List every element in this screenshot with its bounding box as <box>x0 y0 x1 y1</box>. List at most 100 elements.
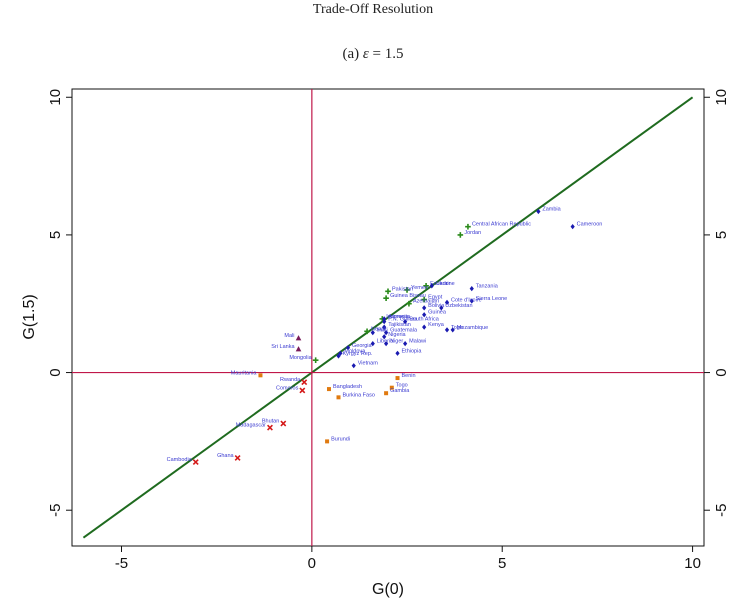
triangle-marker <box>295 346 302 352</box>
diamond-marker <box>382 316 387 322</box>
diamond-marker <box>383 341 389 347</box>
diamond-marker <box>422 312 427 318</box>
plus-marker <box>406 300 412 307</box>
point-label: Guatemala <box>390 328 418 334</box>
plus-marker <box>465 223 471 230</box>
triangle-marker <box>295 335 302 341</box>
diamond-marker <box>370 330 375 336</box>
point-label: Rwanda <box>280 377 301 383</box>
square-marker <box>325 439 330 444</box>
point-label: Cote d'Ivoire <box>451 297 482 303</box>
diamond-marker <box>570 224 575 230</box>
data-point: Mauritania <box>231 370 263 378</box>
data-point: Ecuador <box>423 281 451 289</box>
data-point: Togo <box>444 325 463 333</box>
y-tick-label-left: 10 <box>47 89 64 106</box>
data-point: Zambia <box>536 207 562 215</box>
diagonal-line <box>82 96 694 539</box>
cross-marker <box>280 420 287 427</box>
data-points: Zambia Cameroon Central African Republic Jo… <box>167 207 602 465</box>
data-point: Vietnam <box>351 361 378 369</box>
data-point: Ghana <box>217 453 241 461</box>
plus-marker <box>383 295 389 302</box>
data-point: Nigeria <box>382 332 407 340</box>
data-point: Kyrgyz Rep. <box>336 351 373 359</box>
data-point: Azerbaijan <box>406 299 439 307</box>
y-tick-label-right: 5 <box>713 231 730 239</box>
point-label: Sri Lanka <box>271 344 295 350</box>
data-point: Sierra Leone <box>469 296 508 304</box>
diamond-marker <box>351 363 356 369</box>
plus-marker <box>312 357 319 363</box>
data-point: Cambodia <box>167 457 199 465</box>
subtitle-suffix: = 1.5 <box>368 46 404 62</box>
data-point: Pakistan <box>385 286 413 295</box>
diamond-marker <box>469 285 474 292</box>
data-point: Armenia <box>382 314 410 322</box>
cross-marker <box>301 379 308 386</box>
data-point: Comoros <box>276 385 306 394</box>
subtitle-prefix: (a) <box>342 46 363 62</box>
point-label: Zambia <box>542 207 561 213</box>
plus-marker <box>385 288 391 295</box>
data-point: Rwanda <box>280 377 308 386</box>
diamond-marker <box>422 324 427 330</box>
data-point: Cote d'Ivoire <box>444 297 482 305</box>
data-point: Burundi <box>325 436 350 444</box>
point-label: Kyrgyz Rep. <box>343 351 373 357</box>
data-point: Guatemala <box>383 328 418 336</box>
point-label: Bhutan <box>262 418 279 424</box>
chart-subtitle: (a) ε = 1.5 <box>0 46 746 63</box>
diamond-marker <box>444 327 450 333</box>
y-tick-label-left: -5 <box>47 504 64 517</box>
data-point: Gambia <box>384 388 410 396</box>
square-marker <box>389 385 394 390</box>
diamond-marker <box>450 327 455 333</box>
data-point: Burkina Faso <box>336 392 375 400</box>
point-label: Burundi <box>331 436 350 442</box>
plus-marker <box>457 232 464 238</box>
diamond-marker <box>469 298 474 304</box>
point-label: Togo <box>451 325 463 331</box>
cross-marker <box>267 424 273 431</box>
square-marker <box>384 391 389 396</box>
data-point: Jordan <box>457 230 481 238</box>
data-point: Guinea <box>422 310 447 318</box>
point-label: P.N. Guinea <box>388 317 418 323</box>
y-tick-label-right: -5 <box>713 504 730 517</box>
point-label: Bangladesh <box>333 384 362 390</box>
data-point: Haiti <box>370 328 388 336</box>
data-point: Kenya <box>422 322 445 330</box>
point-label: Gambia <box>390 388 410 394</box>
data-point: Bhutan <box>262 418 287 427</box>
diamond-marker <box>338 350 343 356</box>
point-label: Georgia <box>352 343 373 349</box>
point-label: Nepal <box>371 326 385 332</box>
chart-title: Trade-Off Resolution <box>312 2 434 17</box>
point-label: Ecuador <box>430 281 451 287</box>
point-label: Mauritania <box>231 370 258 376</box>
x-tick-label: -5 <box>115 555 128 572</box>
point-label: Benin <box>402 373 416 379</box>
point-label: Niger <box>390 339 403 345</box>
point-label: Liberia <box>377 339 394 345</box>
square-marker <box>395 376 400 381</box>
data-point: Central African Republic <box>465 222 531 230</box>
point-label: Vietnam <box>358 361 378 367</box>
data-point: Niger <box>383 339 403 347</box>
point-label: Central African Republic <box>472 222 531 228</box>
data-point: Egypt <box>421 295 443 303</box>
data-point: South Africa <box>403 317 440 325</box>
point-label: Malawi <box>409 339 426 345</box>
point-label: Pakistan <box>392 286 413 292</box>
point-label: Sierra Leone <box>476 296 508 302</box>
diamond-marker <box>382 324 387 330</box>
point-label: Indonesia <box>386 314 411 320</box>
diamond-marker <box>422 305 427 311</box>
point-label: Kenya <box>428 322 445 328</box>
square-marker <box>336 395 341 400</box>
data-point: Madagascar <box>236 423 273 431</box>
diamond-marker <box>403 319 408 325</box>
diamond-marker <box>382 319 387 325</box>
diamond-marker <box>382 334 387 340</box>
